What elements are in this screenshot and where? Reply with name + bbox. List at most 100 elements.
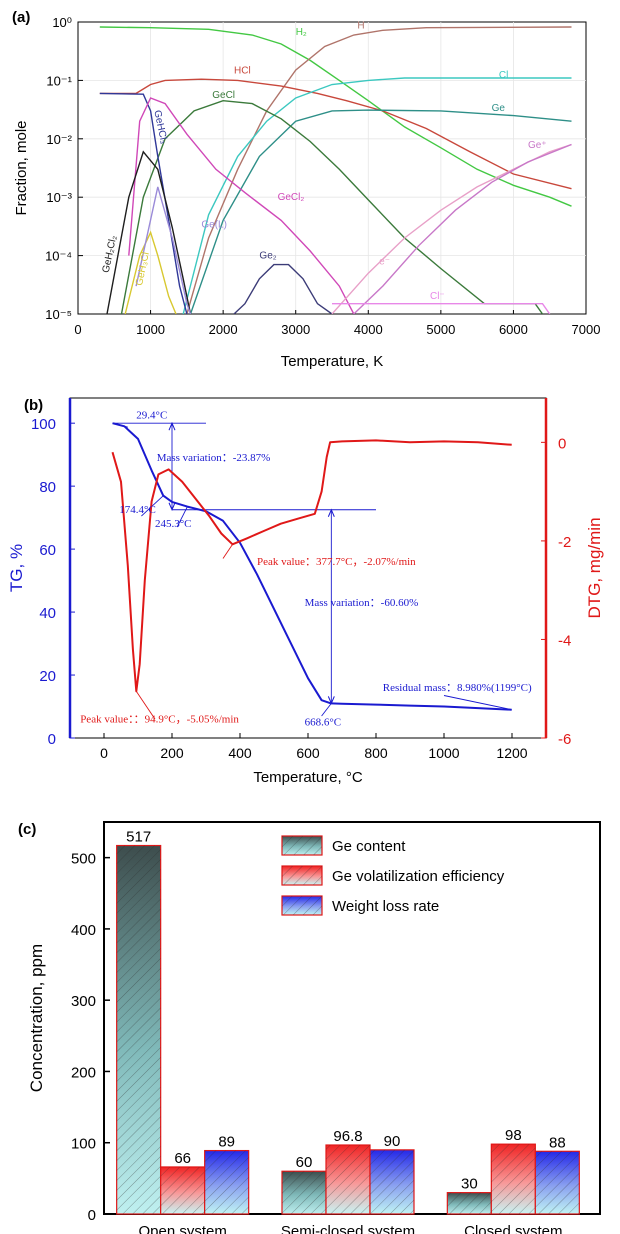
panel-a-series-label: Cl: [499, 70, 508, 81]
panel-c-y-axis-label: Concentration, ppm: [27, 944, 46, 1092]
panel-b-leader: [176, 506, 188, 528]
panel-a-series-label: GeCl₂: [278, 192, 305, 203]
panel-c-data-label: 60: [296, 1154, 313, 1171]
panel-c-bar-hatch: [204, 1150, 249, 1214]
panel-a-x-tick-label: 6000: [499, 322, 528, 337]
panel-c-data-label: 96.8: [333, 1128, 362, 1145]
panel-b-left-axis-label: TG, %: [7, 544, 26, 592]
panel-b-right-tick-label: -2: [558, 534, 571, 551]
panel-c-category-label: Open system: [138, 1223, 226, 1234]
panel-b-x-axis-label: Temperature, °C: [253, 769, 363, 786]
panel-c-y-tick-label: 300: [71, 993, 96, 1010]
panel-b-series-line: [111, 439, 512, 693]
panel-b-left-tick-label: 80: [39, 479, 56, 496]
panel-b-label: (b): [24, 397, 43, 414]
panel-a-y-tick-label: 10⁻²: [46, 132, 72, 147]
panel-a-y-ticks: 10⁻⁵ 10⁻⁴ 10⁻³ 10⁻² 10⁻¹ 10⁰: [45, 15, 83, 322]
panel-b-right-axis-label: DTG, mg/min: [585, 517, 604, 618]
panel-c-legend-label: Ge content: [332, 838, 406, 855]
panel-a-series-line: [135, 186, 192, 314]
panel-c-data-label: 98: [505, 1127, 522, 1144]
panel-b-left-tick-label: 0: [48, 731, 56, 748]
panel-c-data-label: 89: [218, 1134, 235, 1151]
panel-b-x-ticks: 0 200 400 600 800 1000 1200: [100, 733, 528, 761]
panel-b-guide-arrow: [327, 508, 335, 517]
panel-a-series-label: Ge₂: [259, 250, 276, 261]
panel-b-leader: [135, 690, 156, 720]
panel-b-right-ticks: -6 -4 -2 0: [541, 435, 571, 748]
panel-a-series-label: H: [357, 20, 364, 31]
panel-b-leader: [321, 703, 332, 717]
panel-c-y-tick-label: 100: [71, 1136, 96, 1153]
panel-c-legend-swatch-hatch: [282, 896, 322, 915]
panel-c-bar-hatch: [447, 1192, 492, 1214]
panel-c-bar-hatch: [326, 1145, 370, 1214]
panel-a-series-line: [331, 143, 572, 314]
panel-b-x-tick-label: 800: [364, 745, 388, 761]
panel-c-data-label: 66: [174, 1150, 191, 1167]
panel-a-series-label: Ge⁺: [528, 140, 547, 151]
panel-a-x-ticks: 0 1000 2000 3000 4000 5000 6000 7000: [74, 310, 600, 337]
panel-c-legend: Ge content Ge volatilization efficiency We…: [281, 835, 505, 916]
panel-a-series-line: [99, 26, 572, 207]
panel-a-y-tick-label: 10⁻¹: [46, 73, 72, 88]
panel-c-bar-hatch: [491, 1144, 536, 1214]
panel-c-label: (c): [18, 821, 36, 838]
panel-a-x-tick-label: 7000: [572, 322, 601, 337]
panel-a-series-line: [128, 97, 355, 314]
panel-a-series-line: [106, 150, 192, 314]
panel-b-annotation: Peak value：377.7°C，-2.07%/min: [257, 556, 416, 568]
panel-b-series-line: [112, 422, 512, 711]
panel-a-series-label: GeCl: [212, 90, 235, 101]
panel-b-leader: [141, 495, 164, 517]
panel-c-y-tick-label: 500: [71, 851, 96, 868]
panel-a-series-line: [99, 78, 572, 190]
panel-a-series-line: [120, 99, 544, 314]
panel-a-y-tick-label: 10⁻⁴: [45, 249, 72, 264]
panel-c-bars: [116, 844, 580, 1215]
panel-a-series-line: [182, 77, 572, 314]
panel-c-category-label: Semi-closed system: [281, 1223, 415, 1234]
panel-b-x-tick-label: 1000: [428, 745, 459, 761]
panel-c-legend-label: Ge volatilization efficiency: [332, 868, 505, 885]
panel-c-category-label: Closed system: [464, 1223, 562, 1234]
panel-b-right-tick-label: 0: [558, 435, 566, 452]
panel-a: (a) H₂HHClGeClClGeGeHCl₃GeCl₂Ge(L)GeH₂Cl…: [12, 9, 600, 370]
panel-a-series-label: HCl: [234, 66, 251, 77]
panel-c-y-tick-label: 200: [71, 1064, 96, 1081]
panel-b-x-tick-label: 400: [228, 745, 252, 761]
panel-b-left-tick-label: 20: [39, 668, 56, 685]
panel-a-series-line: [233, 263, 333, 314]
panel-b-annotation: 245.3°C: [155, 518, 192, 530]
panel-b-leader: [443, 695, 512, 711]
panel-a-y-tick-label: 10⁻⁵: [45, 307, 72, 322]
panel-a-x-tick-label: 4000: [354, 322, 383, 337]
panel-b-leader: [222, 544, 233, 559]
panel-a-x-tick-label: 5000: [426, 322, 455, 337]
panel-b-guide-arrow: [168, 502, 176, 512]
panel-b-right-tick-label: -6: [558, 731, 571, 748]
panel-b-plot-frame: [69, 397, 547, 739]
panel-a-series-line: [353, 143, 572, 314]
panel-b-right-tick-label: -4: [558, 632, 571, 649]
panel-c-data-label: 90: [384, 1133, 401, 1150]
panel-c-legend-label: Weight loss rate: [332, 898, 439, 915]
panel-b-x-tick-label: 1200: [496, 745, 527, 761]
panel-a-series-label: Ge: [492, 103, 506, 114]
panel-a-series-line: [332, 303, 551, 314]
panel-c-data-label: 88: [549, 1134, 566, 1151]
panel-a-series-label: Cl⁻: [430, 291, 445, 302]
panel-b-annotation: Residual mass：8.980%(1199°C): [383, 682, 532, 694]
panel-c-data-label: 30: [461, 1176, 478, 1193]
panel-c-y-tick-label: 400: [71, 922, 96, 939]
panel-c-legend-swatch-hatch: [282, 836, 322, 855]
panel-a-series-line: [124, 230, 177, 314]
panel-b-left-ticks: 0 20 40 60 80 100: [31, 416, 75, 748]
panel-b-annotation: Peak value：：94.9°C，-5.05%/min: [80, 713, 239, 725]
panel-c-y-tick-label: 0: [88, 1207, 96, 1224]
panel-b-x-tick-label: 0: [100, 745, 108, 761]
panel-a-x-tick-label: 3000: [281, 322, 310, 337]
panel-c-bar-hatch: [282, 1171, 326, 1214]
